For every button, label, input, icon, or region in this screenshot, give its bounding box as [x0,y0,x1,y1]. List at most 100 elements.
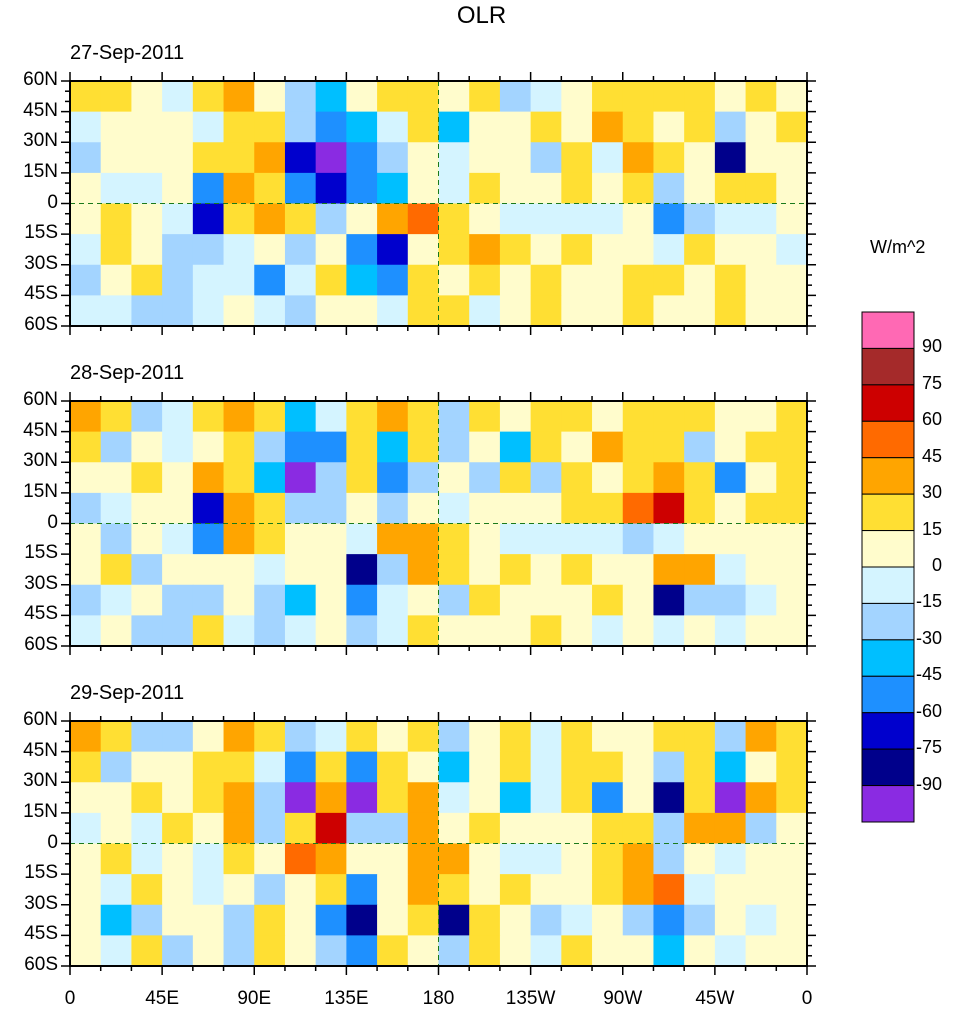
heatmap-cell [223,904,255,936]
heatmap-cell [315,142,347,174]
heatmap-cell [622,142,654,174]
colorbar-swatch [861,712,915,750]
heatmap-cell [561,874,593,906]
heatmap-cell [684,81,716,113]
y-tick-label: 45N [23,99,58,121]
colorbar-swatch [861,602,915,641]
heatmap-cell [377,904,409,936]
heatmap-cell [70,615,102,647]
heatmap-cell [407,401,439,433]
heatmap-cell [377,874,409,906]
heatmap-cell [745,751,777,783]
heatmap-cell [100,295,132,327]
colorbar-tick-label: -30 [915,627,942,648]
heatmap-cell [100,142,132,174]
heatmap-cell [131,81,163,113]
heatmap-cell [284,492,317,524]
heatmap-cell [162,554,194,586]
heatmap-cell [254,401,286,433]
heatmap-cell [653,843,685,875]
heatmap-cell [162,462,194,494]
heatmap-cell [684,584,716,616]
heatmap-cell [469,295,501,327]
heatmap-cell [499,935,532,967]
x-tick-label: 180 [422,988,455,1009]
heatmap-cell [469,431,501,463]
heatmap-cell [499,812,532,844]
heatmap-cell [192,234,225,266]
heatmap-cell [592,264,624,296]
heatmap-cell [592,234,624,266]
heatmap-cell [70,203,102,235]
heatmap-cell [192,935,225,967]
heatmap-cell [254,431,286,463]
heatmap-cell [776,812,808,844]
heatmap-cell [499,401,532,433]
heatmap-cell [684,142,716,174]
heatmap-cell [499,264,532,296]
heatmap-cell [223,203,255,235]
heatmap-cell [592,904,624,936]
heatmap-cell [284,523,317,555]
heatmap-cell [714,584,747,616]
heatmap-cell [407,904,439,936]
heatmap-cell [684,234,716,266]
heatmap-cell [745,431,777,463]
heatmap-cell [100,492,132,524]
heatmap-cell [223,81,255,113]
heatmap-cell [315,812,347,844]
heatmap-cell [530,81,562,113]
heatmap-cell [684,431,716,463]
heatmap-cell [530,935,562,967]
heatmap-cell [407,203,439,235]
x-tick-label: 45W [695,988,735,1009]
heatmap-cell [284,295,317,327]
colorbar-swatch [861,748,915,787]
heatmap-cell [162,935,194,967]
heatmap-cell [284,203,317,235]
heatmap-cell [346,492,378,524]
heatmap-cell [284,462,317,494]
colorbar-swatch [861,311,915,349]
heatmap-cell [100,584,132,616]
heatmap-cell [469,874,501,906]
heatmap-cell [315,295,347,327]
heatmap-cell [776,721,808,753]
colorbar-tick-label: 90 [921,336,942,357]
heatmap-cell [192,142,225,174]
heatmap-cell [315,234,347,266]
heatmap-cell [622,935,654,967]
heatmap-cell [192,401,225,433]
heatmap-cell [561,142,593,174]
heatmap-cell [714,462,747,494]
y-tick-label: 45S [24,923,58,945]
heatmap-cell [192,812,225,844]
heatmap-cell [70,142,102,174]
heatmap-cell [622,904,654,936]
heatmap-cell [254,935,286,967]
heatmap-cell [684,874,716,906]
heatmap-cell [776,295,808,327]
heatmap-cell [622,554,654,586]
heatmap-cell [70,751,102,783]
heatmap-cell [622,721,654,753]
heatmap-cell [469,584,501,616]
heatmap-cell [162,782,194,814]
heatmap-cell [653,554,685,586]
heatmap-cell [315,111,347,143]
heatmap-cell [592,721,624,753]
heatmap-cell [438,721,470,753]
heatmap-cell [315,81,347,113]
heatmap-cell [284,401,317,433]
heatmap-cell [407,462,439,494]
x-tick-label: 90W [603,988,643,1009]
heatmap-cell [622,234,654,266]
heatmap-cell [70,264,102,296]
colorbar-tick-label: 30 [921,482,942,503]
heatmap-cell [377,751,409,783]
heatmap-cell [407,615,439,647]
heatmap-cell [776,431,808,463]
heatmap-cell [315,874,347,906]
heatmap-cell [745,172,777,204]
heatmap-cell [254,843,286,875]
